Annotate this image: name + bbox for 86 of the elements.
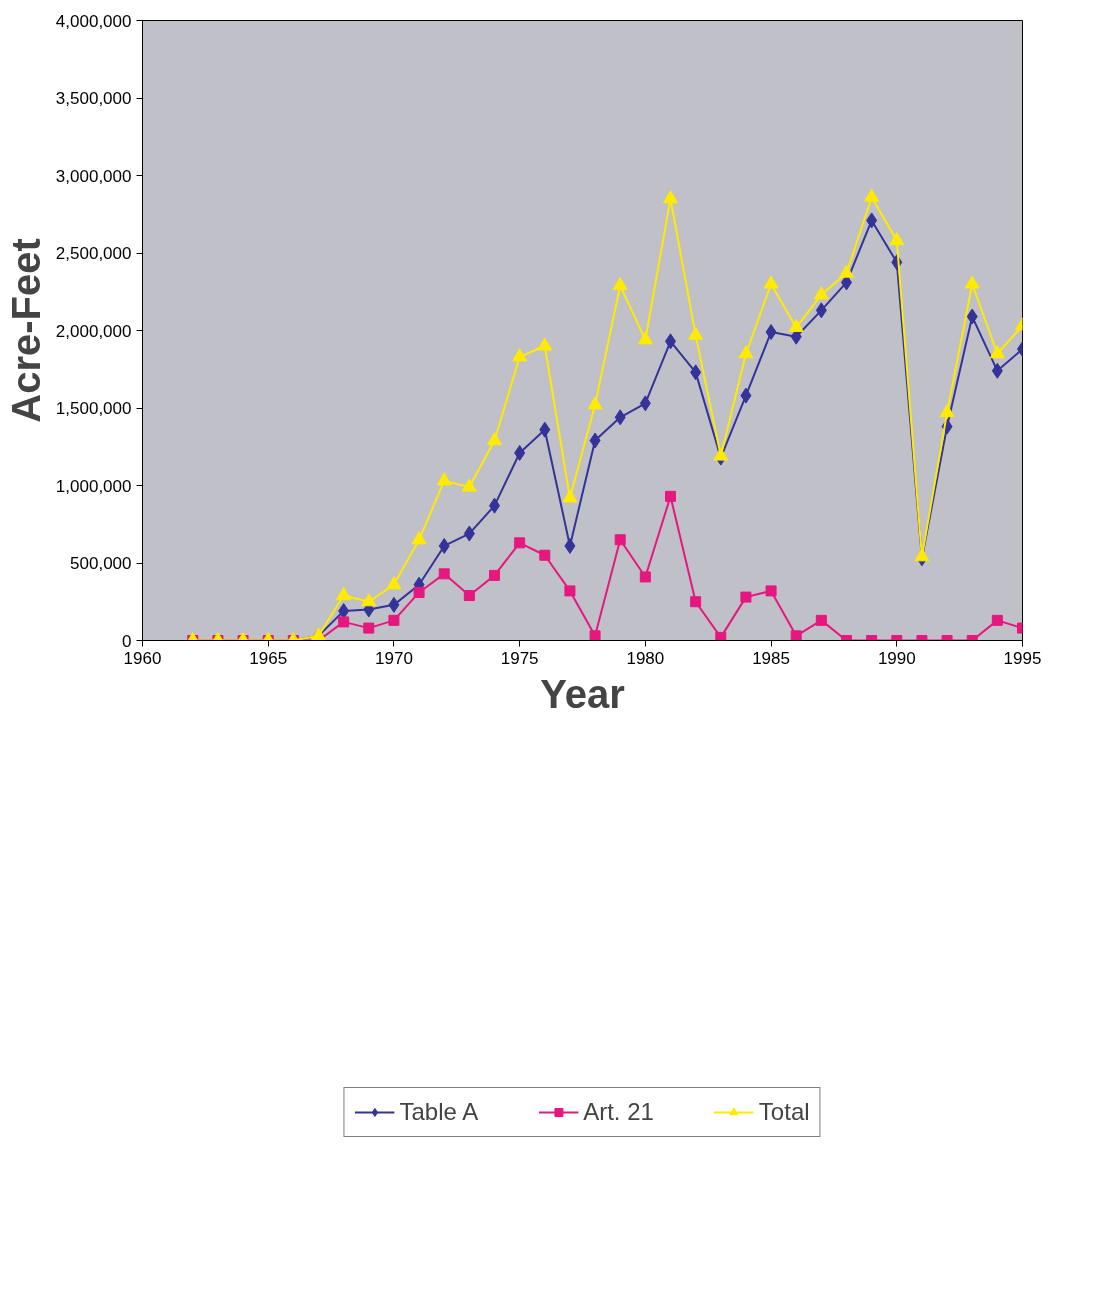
point xyxy=(740,387,752,404)
point xyxy=(489,569,500,581)
point xyxy=(388,596,400,613)
point xyxy=(438,568,450,580)
point xyxy=(690,596,702,608)
y-tick-label: 0 xyxy=(122,631,132,651)
point xyxy=(914,548,930,562)
point xyxy=(587,396,603,410)
point xyxy=(964,275,980,289)
point xyxy=(537,337,553,351)
point xyxy=(889,232,905,246)
point xyxy=(989,345,1005,359)
point xyxy=(539,549,551,561)
point xyxy=(715,631,727,641)
point xyxy=(740,591,752,603)
point xyxy=(866,212,878,229)
point xyxy=(336,586,352,601)
point xyxy=(790,630,802,641)
point xyxy=(639,395,651,412)
point xyxy=(562,489,578,503)
point xyxy=(815,614,827,626)
y-tick-label: 4,000,000 xyxy=(55,11,132,31)
x-tick-label: 1970 xyxy=(375,648,413,668)
point xyxy=(438,537,450,554)
y-tick-label: 3,500,000 xyxy=(55,89,132,108)
point xyxy=(386,576,402,590)
x-tick-label: 1975 xyxy=(500,648,539,668)
point xyxy=(966,308,978,325)
y-tick-label: 1,000,000 xyxy=(55,476,132,496)
y-tick-label: 2,500,000 xyxy=(55,244,132,263)
x-tick-label: 1965 xyxy=(249,648,288,668)
point xyxy=(512,348,528,362)
point xyxy=(614,409,626,426)
point xyxy=(436,472,452,486)
point xyxy=(413,586,425,598)
point xyxy=(788,318,804,332)
point xyxy=(487,431,502,446)
point xyxy=(514,444,526,461)
point xyxy=(813,286,829,300)
point xyxy=(991,362,1003,379)
point xyxy=(564,537,576,554)
point xyxy=(815,302,827,319)
point xyxy=(991,614,1003,626)
x-tick-label: 1985 xyxy=(752,648,790,668)
point xyxy=(338,616,350,628)
point xyxy=(713,447,729,461)
legend-label: Art. 21 xyxy=(583,1098,654,1126)
point xyxy=(665,490,676,502)
point xyxy=(612,276,628,291)
point xyxy=(765,585,777,597)
y-tick-label: 3,000,000 xyxy=(55,166,132,186)
point xyxy=(361,593,377,607)
point xyxy=(839,264,854,278)
point xyxy=(614,534,626,546)
point xyxy=(738,345,754,359)
x-tick-label: 1980 xyxy=(626,648,665,668)
point xyxy=(564,585,576,597)
x-tick-label: 1995 xyxy=(1003,648,1042,668)
y-tick-label: 500,000 xyxy=(70,554,132,573)
point xyxy=(765,324,777,341)
point xyxy=(463,525,475,542)
point xyxy=(411,531,427,545)
point xyxy=(688,326,704,340)
point xyxy=(589,630,601,641)
legend-label: Total xyxy=(758,1098,810,1126)
point xyxy=(637,331,653,345)
y-tick-label: 1,500,000 xyxy=(55,399,132,418)
x-axis-title: Year xyxy=(540,671,625,716)
point xyxy=(864,188,880,202)
point xyxy=(461,478,477,492)
point xyxy=(589,432,601,449)
y-axis-title: Acre-Feet xyxy=(3,238,48,423)
point xyxy=(539,421,551,438)
point xyxy=(663,190,678,204)
point xyxy=(363,622,375,634)
point xyxy=(639,571,651,583)
x-tick-label: 1960 xyxy=(123,648,162,668)
point xyxy=(763,275,779,289)
point xyxy=(388,614,400,626)
point xyxy=(463,590,475,602)
y-tick-label: 2,000,000 xyxy=(55,321,132,341)
x-tick-label: 1990 xyxy=(877,648,916,668)
point xyxy=(939,404,955,418)
legend-label: Table A xyxy=(399,1098,479,1126)
point xyxy=(514,537,526,549)
point xyxy=(690,364,702,381)
